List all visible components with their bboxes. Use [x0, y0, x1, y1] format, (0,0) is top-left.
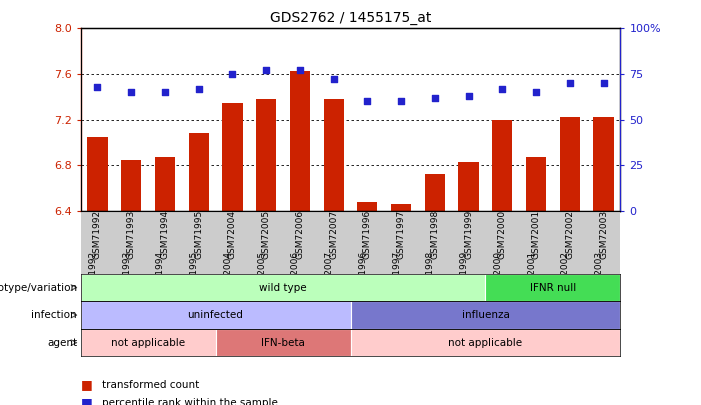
Title: GDS2762 / 1455175_at: GDS2762 / 1455175_at — [270, 11, 431, 25]
Point — [564, 80, 576, 86]
Point — [429, 94, 440, 101]
Bar — [485, 274, 620, 301]
Text: agent: agent — [47, 338, 77, 347]
Point — [159, 89, 170, 96]
Bar — [391, 204, 411, 211]
Text: genotype/variation: genotype/variation — [0, 283, 77, 292]
Bar — [88, 137, 108, 211]
Bar — [350, 301, 620, 329]
Point — [531, 89, 542, 96]
Point — [125, 89, 137, 96]
Bar — [593, 117, 613, 211]
Text: infection: infection — [32, 310, 77, 320]
Bar — [155, 158, 175, 211]
Bar — [425, 175, 445, 211]
Point — [227, 71, 238, 77]
Point — [463, 93, 474, 99]
Bar — [256, 99, 276, 211]
Text: not applicable: not applicable — [449, 338, 522, 347]
Bar — [81, 329, 216, 356]
Text: not applicable: not applicable — [111, 338, 185, 347]
Text: percentile rank within the sample: percentile rank within the sample — [102, 398, 278, 405]
Bar — [216, 329, 350, 356]
Text: wild type: wild type — [259, 283, 307, 292]
Point — [294, 67, 306, 74]
Text: influenza: influenza — [461, 310, 510, 320]
Bar — [81, 301, 350, 329]
Point — [395, 98, 407, 104]
Point — [261, 67, 272, 74]
Point — [362, 98, 373, 104]
Bar — [492, 119, 512, 211]
Point — [497, 85, 508, 92]
Bar — [559, 117, 580, 211]
Point — [328, 76, 339, 83]
Bar — [81, 274, 485, 301]
Bar — [358, 202, 378, 211]
Text: ■: ■ — [81, 378, 93, 391]
Text: IFN-beta: IFN-beta — [261, 338, 305, 347]
Bar — [222, 102, 243, 211]
Point — [598, 80, 609, 86]
Bar — [350, 329, 620, 356]
Bar — [458, 162, 479, 211]
Text: IFNR null: IFNR null — [530, 283, 576, 292]
Bar — [290, 70, 310, 211]
Bar — [324, 99, 343, 211]
Point — [92, 83, 103, 90]
Bar — [121, 160, 142, 211]
Text: uninfected: uninfected — [188, 310, 243, 320]
Text: ■: ■ — [81, 396, 93, 405]
Text: transformed count: transformed count — [102, 380, 199, 390]
Point — [193, 85, 204, 92]
Bar — [189, 133, 209, 211]
Bar — [526, 158, 546, 211]
